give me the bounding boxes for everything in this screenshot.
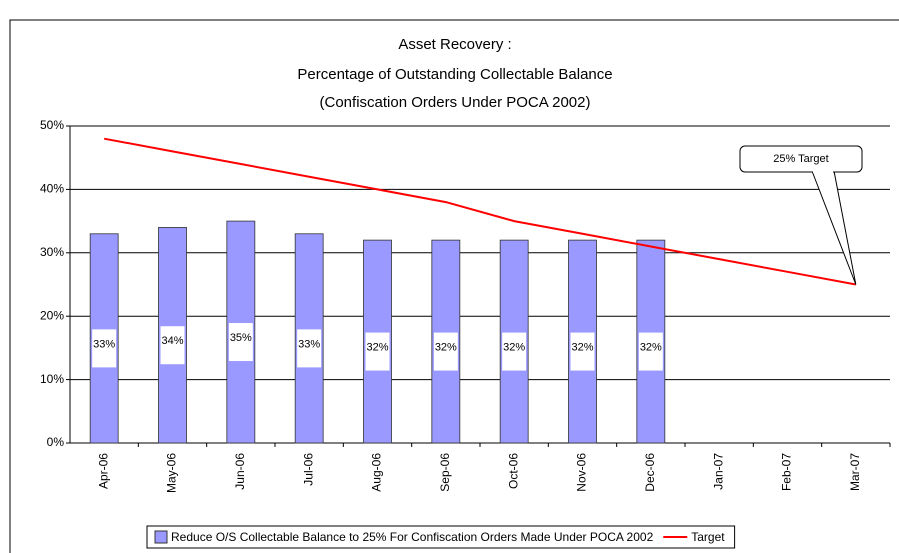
value-label-box: [297, 329, 322, 368]
y-tick-label: 50%: [40, 118, 64, 132]
target-line: [103, 137, 857, 286]
value-label: 33%: [93, 338, 115, 350]
value-label-box: [365, 332, 390, 371]
x-tick-label: Jul-06: [301, 453, 315, 486]
value-label: 33%: [298, 338, 320, 350]
x-tick-label: May-06: [165, 453, 179, 493]
y-tick-label: 20%: [40, 308, 64, 322]
x-tick-label: Sep-06: [438, 453, 452, 492]
value-label-box: [570, 332, 595, 371]
annotation: 25% Target: [773, 153, 828, 165]
legend-swatch: [154, 530, 168, 544]
value-label-box: [638, 332, 663, 371]
chart-title: Asset Recovery :: [398, 36, 511, 53]
value-label: 32%: [435, 341, 457, 353]
x-tick-label: Oct-06: [506, 453, 520, 489]
value-label-box: [502, 332, 527, 371]
chart-subtitle: (Confiscation Orders Under POCA 2002): [320, 94, 591, 111]
x-tick-label: Jun-06: [233, 453, 247, 490]
value-label: 34%: [161, 335, 183, 347]
x-tick-label: Aug-06: [370, 453, 384, 492]
frame: [9, 19, 899, 553]
legend-label: Target: [691, 530, 725, 544]
legend-box: [146, 525, 736, 549]
y-tick-label: 30%: [40, 245, 64, 259]
x-tick-label: Mar-07: [848, 453, 862, 491]
value-label-box: [433, 332, 458, 371]
value-label: 32%: [366, 341, 388, 353]
x-tick-label: Apr-06: [96, 453, 110, 489]
x-tick-label: Nov-06: [575, 453, 589, 492]
y-tick-label: 40%: [40, 182, 64, 196]
x-tick-label: Jan-07: [711, 453, 725, 490]
y-tick-label: 10%: [40, 372, 64, 386]
value-label: 32%: [503, 341, 525, 353]
x-tick-label: Feb-07: [780, 453, 794, 491]
value-label-box: [92, 329, 117, 368]
chart-title: Percentage of Outstanding Collectable Ba…: [297, 66, 612, 83]
y-tick-label: 0%: [47, 435, 65, 449]
value-label: 32%: [640, 341, 662, 353]
legend-label: Reduce O/S Collectable Balance to 25% Fo…: [171, 530, 654, 544]
callout-box: [739, 145, 863, 173]
value-label-box: [228, 323, 253, 362]
value-label: 35%: [230, 332, 252, 344]
callout-pointer: [811, 170, 857, 285]
value-label: 32%: [571, 341, 593, 353]
x-tick-label: Dec-06: [643, 453, 657, 492]
value-label-box: [160, 326, 185, 365]
